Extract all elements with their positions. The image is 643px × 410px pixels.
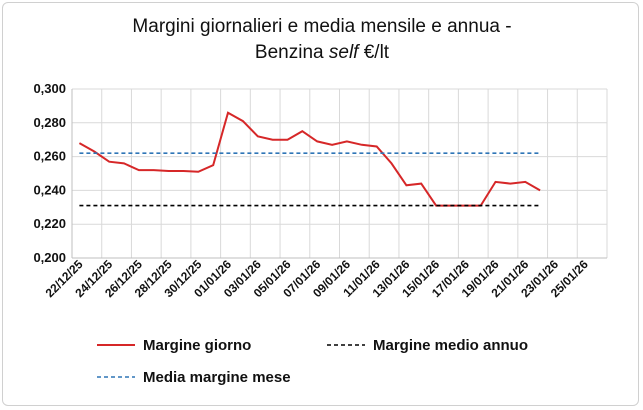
y-tick-label: 0,260 <box>33 149 66 164</box>
chart-title-suffix: €/lt <box>358 42 389 63</box>
legend-entry: Margine medio annuo <box>373 337 528 354</box>
chart-title-line2: Benzina self €/lt <box>255 42 390 63</box>
y-tick-label: 0,280 <box>33 115 66 130</box>
chart-title-prefix: Benzina <box>255 42 329 63</box>
x-axis-ticks: 22/12/2524/12/2526/12/2528/12/2530/12/25… <box>43 257 591 300</box>
axes <box>71 89 607 259</box>
gridlines <box>71 88 608 258</box>
legend-entry: Media margine mese <box>143 369 291 386</box>
y-tick-label: 0,240 <box>33 182 66 197</box>
y-tick-label: 0,220 <box>33 216 66 231</box>
y-tick-label: 0,300 <box>33 81 66 96</box>
chart-title-line1: Margini giornalieri e media mensile e an… <box>132 16 511 37</box>
y-tick-label: 0,200 <box>33 250 66 265</box>
legend: Margine giorno Margine medio annuo Media m… <box>97 337 528 386</box>
y-axis-ticks: 0,200 0,220 0,240 0,260 0,280 0,300 <box>33 81 66 265</box>
chart-frame <box>2 2 639 406</box>
series-lines <box>78 111 541 207</box>
legend-entry: Margine giorno <box>143 337 251 354</box>
series-line-1 <box>78 111 541 207</box>
chart-title-italic: self <box>329 42 360 63</box>
